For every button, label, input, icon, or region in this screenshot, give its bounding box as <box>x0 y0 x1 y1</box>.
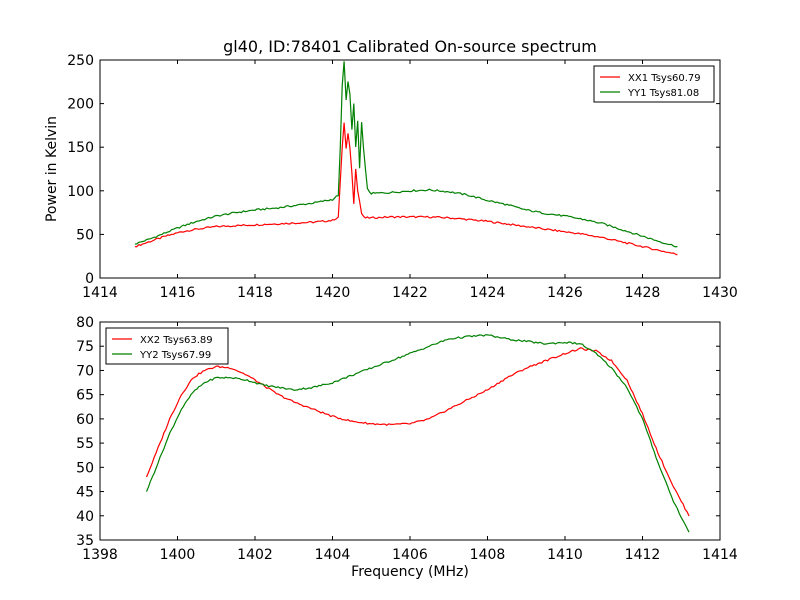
chart-title: gl40, ID:78401 Calibrated On-source spec… <box>223 37 597 56</box>
series-line-1 <box>134 122 678 256</box>
x-tick-label: 1412 <box>625 547 661 563</box>
x-tick-label: 1410 <box>547 547 583 563</box>
y-tick-label: 35 <box>76 533 94 549</box>
y-tick-label: 55 <box>76 436 94 452</box>
y-tick-label: 150 <box>67 140 94 156</box>
x-tick-label: 1430 <box>702 285 738 301</box>
x-tick-label: 1420 <box>315 285 351 301</box>
y-tick-label: 50 <box>76 227 94 243</box>
x-tick-label: 1404 <box>315 547 351 563</box>
y-tick-label: 250 <box>67 53 94 69</box>
y-tick-label: 200 <box>67 97 94 113</box>
x-tick-label: 1402 <box>237 547 273 563</box>
y-tick-label: 0 <box>85 271 94 287</box>
x-tick-label: 1428 <box>625 285 661 301</box>
x-tick-label: 1408 <box>470 547 506 563</box>
y-tick-label: 100 <box>67 184 94 200</box>
legend-entry: XX1 Tsys60.79 <box>628 73 701 84</box>
top-panel: 1414 1416 1418 1420 1422 1424 1426 1428 1430 0 50 1… <box>44 53 738 301</box>
bottom-panel: 1398 1400 1402 1404 1406 1408 1410 1412 1414 35 40… <box>76 315 738 580</box>
legend: XX2 Tsys63.89 YY2 Tsys67.99 <box>105 327 229 365</box>
y-tick-label: 40 <box>76 509 94 525</box>
legend-entry: YY1 Tsys81.08 <box>627 88 699 99</box>
y-tick-label: 80 <box>76 315 94 331</box>
y-tick-label: 70 <box>76 363 94 379</box>
y-axis-label: Power in Kelvin <box>44 116 60 222</box>
series-line-2 <box>134 61 678 248</box>
series-line-2 <box>145 334 690 533</box>
y-tick-label: 50 <box>76 460 94 476</box>
x-tick-label: 1426 <box>547 285 583 301</box>
series-line-1 <box>145 347 690 517</box>
y-tick-label: 75 <box>76 339 94 355</box>
legend-entry: XX2 Tsys63.89 <box>140 335 213 346</box>
y-tick-label: 60 <box>76 412 94 428</box>
legend: XX1 Tsys60.79 YY1 Tsys81.08 <box>593 65 715 103</box>
legend-box <box>593 65 715 103</box>
y-tick-label: 45 <box>76 485 94 501</box>
x-tick-label: 1400 <box>160 547 196 563</box>
y-tick-label: 65 <box>76 388 94 404</box>
x-tick-label: 1424 <box>470 285 506 301</box>
x-tick-label: 1406 <box>392 547 428 563</box>
x-tick-label: 1422 <box>392 285 428 301</box>
x-tick-label: 1414 <box>82 285 118 301</box>
x-tick-label: 1414 <box>702 547 738 563</box>
legend-box <box>105 327 229 365</box>
x-axis-label: Frequency (MHz) <box>351 564 469 580</box>
x-tick-label: 1416 <box>160 285 196 301</box>
x-tick-label: 1398 <box>82 547 118 563</box>
x-tick-label: 1418 <box>237 285 273 301</box>
legend-entry: YY2 Tsys67.99 <box>139 350 211 361</box>
